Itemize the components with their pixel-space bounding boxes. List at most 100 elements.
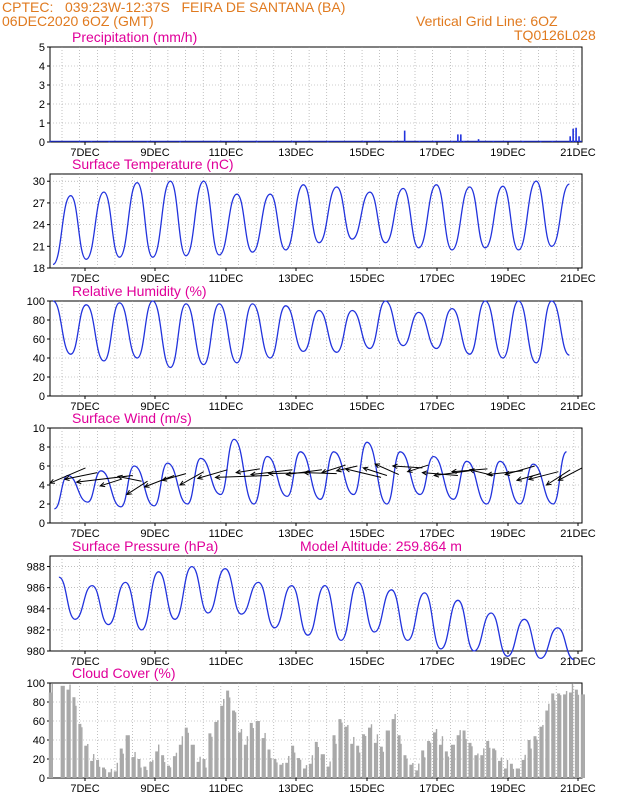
- cloud-bar: [341, 722, 343, 778]
- y-tick-label: 100: [27, 678, 45, 690]
- wind-vector: [49, 467, 86, 484]
- wind-arrowhead: [267, 470, 274, 477]
- precip-bar: [578, 136, 580, 142]
- y-tick-label: 986: [27, 583, 45, 595]
- precip-bar: [90, 141, 93, 143]
- cloud-bar: [391, 719, 395, 778]
- panel-frame: [49, 555, 583, 652]
- cloud-bar: [429, 742, 432, 778]
- cloud-bar: [172, 756, 176, 778]
- wind-arrowhead: [125, 489, 132, 496]
- y-tick-label: 6: [39, 461, 45, 473]
- wind-arrowhead: [285, 471, 292, 477]
- wind-vector: [76, 475, 133, 483]
- cloud-bar: [107, 772, 111, 778]
- y-tick-label: 24: [33, 220, 45, 232]
- cloud-bar: [273, 759, 277, 778]
- cloud-bar: [527, 740, 531, 778]
- wind-vector: [374, 463, 399, 476]
- cloud-bar: [329, 761, 331, 778]
- wind-arrowhead: [196, 474, 203, 480]
- cloud-bar: [483, 748, 485, 778]
- cloud-bar: [282, 762, 284, 778]
- cloud-bar: [291, 745, 295, 778]
- cloud-bar: [441, 736, 444, 778]
- wind-arrowhead: [344, 467, 351, 473]
- cloud-bar: [314, 741, 318, 778]
- cloud-bar: [370, 724, 373, 778]
- x-tick-label: 13DEC: [278, 401, 314, 413]
- cloud-bar: [447, 756, 450, 778]
- wind-vector: [64, 472, 98, 480]
- cloud-bar: [415, 770, 419, 778]
- x-tick-label: 13DEC: [278, 273, 314, 285]
- cloud-bar: [81, 727, 83, 778]
- cloud-bar: [237, 732, 241, 778]
- panel-title: Surface Temperature (nC): [72, 156, 234, 172]
- x-tick-label: 15DEC: [349, 656, 385, 668]
- cloud-bar: [551, 693, 555, 778]
- x-tick-label: 13DEC: [278, 147, 314, 159]
- cloud-bar: [196, 761, 200, 778]
- cloud-bar: [122, 753, 124, 778]
- wind-arrowhead: [391, 463, 398, 469]
- panel-frame: [49, 427, 583, 524]
- cloud-bar: [565, 690, 568, 778]
- cloud-bar: [146, 770, 148, 778]
- cloud-bar: [220, 705, 224, 778]
- cloud-bar: [305, 765, 308, 778]
- cloud-bar: [152, 760, 154, 778]
- y-tick-label: 980: [27, 646, 45, 658]
- cloud-bar: [155, 751, 159, 778]
- wind-arrowhead: [303, 470, 309, 476]
- cloud-bar: [427, 740, 431, 778]
- x-tick-label: 9DEC: [140, 401, 169, 413]
- panel-title: Relative Humidity (%): [72, 283, 207, 299]
- cloud-bar: [480, 755, 484, 778]
- x-tick-label: 9DEC: [140, 656, 169, 668]
- cloud-bar: [459, 730, 461, 778]
- y-tick-label: 20: [33, 754, 45, 766]
- cloud-bar: [297, 758, 301, 778]
- cloud-bar: [400, 743, 402, 778]
- wind-vector: [236, 468, 260, 474]
- wind-vector: [516, 473, 541, 481]
- cloud-bar: [545, 710, 549, 778]
- cloud-bar: [69, 684, 71, 778]
- wind-arrowhead: [421, 470, 428, 476]
- precip-bar: [457, 134, 459, 142]
- cloud-bar: [267, 749, 271, 778]
- x-tick-label: 15DEC: [349, 273, 385, 285]
- precip-bar: [460, 134, 462, 142]
- cloud-bar: [308, 763, 312, 778]
- cloud-bar: [494, 750, 497, 778]
- cloud-bar: [167, 765, 171, 778]
- x-tick-label: 21DEC: [560, 783, 596, 795]
- wind-arrowhead: [515, 476, 522, 482]
- wind-vector: [179, 471, 204, 486]
- y-tick-label: 1: [39, 118, 45, 130]
- y-tick-label: 18: [33, 263, 45, 275]
- panel-title: Precipitation (mm/h): [72, 29, 197, 45]
- wind-arrowhead: [320, 468, 327, 474]
- x-tick-label: 17DEC: [419, 528, 455, 540]
- cloud-bar: [524, 754, 526, 778]
- cloud-bar: [208, 733, 212, 778]
- cloud-bar: [158, 744, 160, 778]
- x-tick-label: 9DEC: [140, 147, 169, 159]
- y-tick-label: 27: [33, 198, 45, 210]
- wind-arrowhead: [178, 480, 186, 486]
- wind-arrowhead: [433, 472, 440, 478]
- cloud-bar: [424, 757, 426, 778]
- cloud-bar: [364, 736, 367, 778]
- cloud-bar: [181, 736, 184, 778]
- x-tick-label: 9DEC: [140, 273, 169, 285]
- wind-arrowhead: [362, 466, 369, 472]
- cloud-bar: [255, 721, 259, 778]
- x-tick-label: 17DEC: [419, 273, 455, 285]
- cloud-bar: [205, 767, 207, 778]
- cloud-bar: [184, 727, 188, 778]
- precip-bar: [146, 141, 149, 143]
- panel-title: Cloud Cover (%): [72, 665, 175, 681]
- panel-frame: [49, 173, 583, 269]
